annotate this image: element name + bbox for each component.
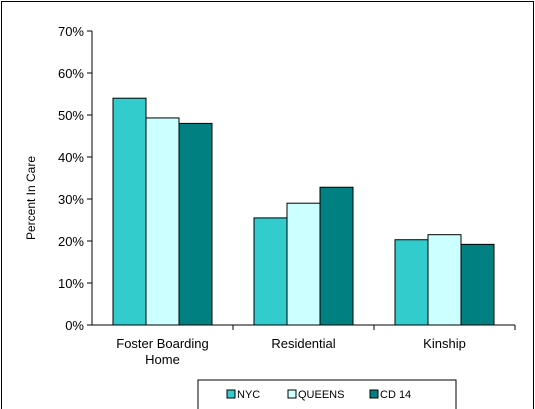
y-tick-label: 0% [65, 318, 84, 333]
bar-nyc-1 [253, 217, 288, 326]
y-axis-title: Percent In Care [24, 156, 38, 240]
legend: NYC QUEENS CD 14 [197, 379, 457, 409]
legend-label: NYC [237, 389, 260, 401]
bar-queens-1 [286, 202, 321, 326]
x-category-label: Kinship [423, 336, 466, 351]
bar-queens-2 [427, 234, 462, 326]
y-tick-label: 10% [58, 276, 84, 291]
bar-cd-14-1 [319, 186, 354, 326]
bars [112, 97, 495, 326]
bar-nyc-0 [112, 97, 147, 326]
x-axis: Foster Boarding Home Residential Kinship [116, 325, 516, 367]
y-tick-label: 40% [58, 150, 84, 165]
y-axis: 0% 10% 20% 30% 40% 50% 60% 70% [58, 24, 92, 333]
x-category-label: Foster Boarding Home [116, 336, 209, 367]
legend-swatch [287, 389, 297, 399]
x-category-label: Residential [271, 336, 335, 351]
y-tick-label: 50% [58, 108, 84, 123]
legend-swatch [226, 389, 236, 399]
y-tick-label: 20% [58, 234, 84, 249]
bar-cd-14-2 [460, 243, 495, 326]
y-tick-label: 70% [58, 24, 84, 39]
legend-label: CD 14 [380, 389, 411, 401]
legend-swatch [369, 389, 379, 399]
legend-label: QUEENS [298, 389, 344, 401]
y-tick-label: 60% [58, 66, 84, 81]
legend-box [197, 379, 457, 409]
y-tick-label: 30% [58, 192, 84, 207]
bar-cd-14-0 [178, 122, 213, 326]
bar-queens-0 [145, 117, 180, 326]
bar-nyc-2 [394, 239, 429, 326]
